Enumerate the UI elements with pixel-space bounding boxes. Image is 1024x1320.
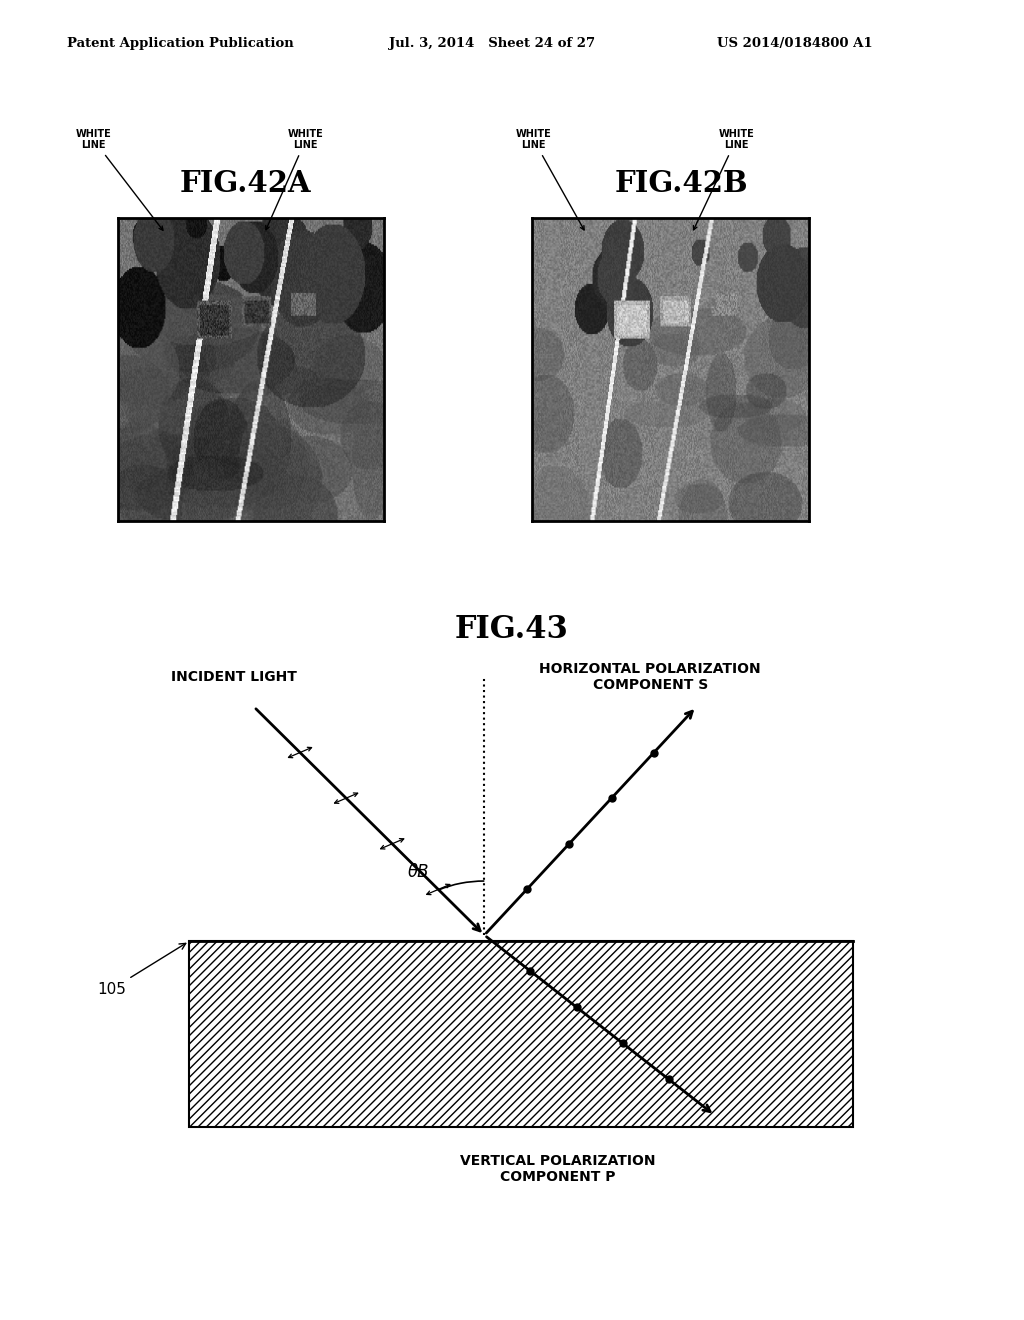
Bar — [189, 941, 853, 1127]
Text: US 2014/0184800 A1: US 2014/0184800 A1 — [717, 37, 872, 50]
Text: WHITE
LINE: WHITE LINE — [76, 129, 163, 230]
Text: FIG.42A: FIG.42A — [180, 169, 311, 198]
Text: FIG.42B: FIG.42B — [614, 169, 748, 198]
Text: θB: θB — [408, 863, 429, 880]
Text: WHITE
LINE: WHITE LINE — [266, 129, 324, 230]
Text: Patent Application Publication: Patent Application Publication — [67, 37, 293, 50]
Text: INCIDENT LIGHT: INCIDENT LIGHT — [171, 669, 297, 684]
Text: VERTICAL POLARIZATION
COMPONENT P: VERTICAL POLARIZATION COMPONENT P — [461, 1154, 655, 1184]
Text: 105: 105 — [97, 944, 185, 997]
Text: WHITE
LINE: WHITE LINE — [516, 129, 584, 230]
Text: FIG.43: FIG.43 — [455, 614, 569, 644]
Text: WHITE
LINE: WHITE LINE — [693, 129, 754, 230]
Text: Jul. 3, 2014   Sheet 24 of 27: Jul. 3, 2014 Sheet 24 of 27 — [389, 37, 595, 50]
Bar — [189, 941, 853, 1127]
Text: HORIZONTAL POLARIZATION
COMPONENT S: HORIZONTAL POLARIZATION COMPONENT S — [540, 661, 761, 692]
